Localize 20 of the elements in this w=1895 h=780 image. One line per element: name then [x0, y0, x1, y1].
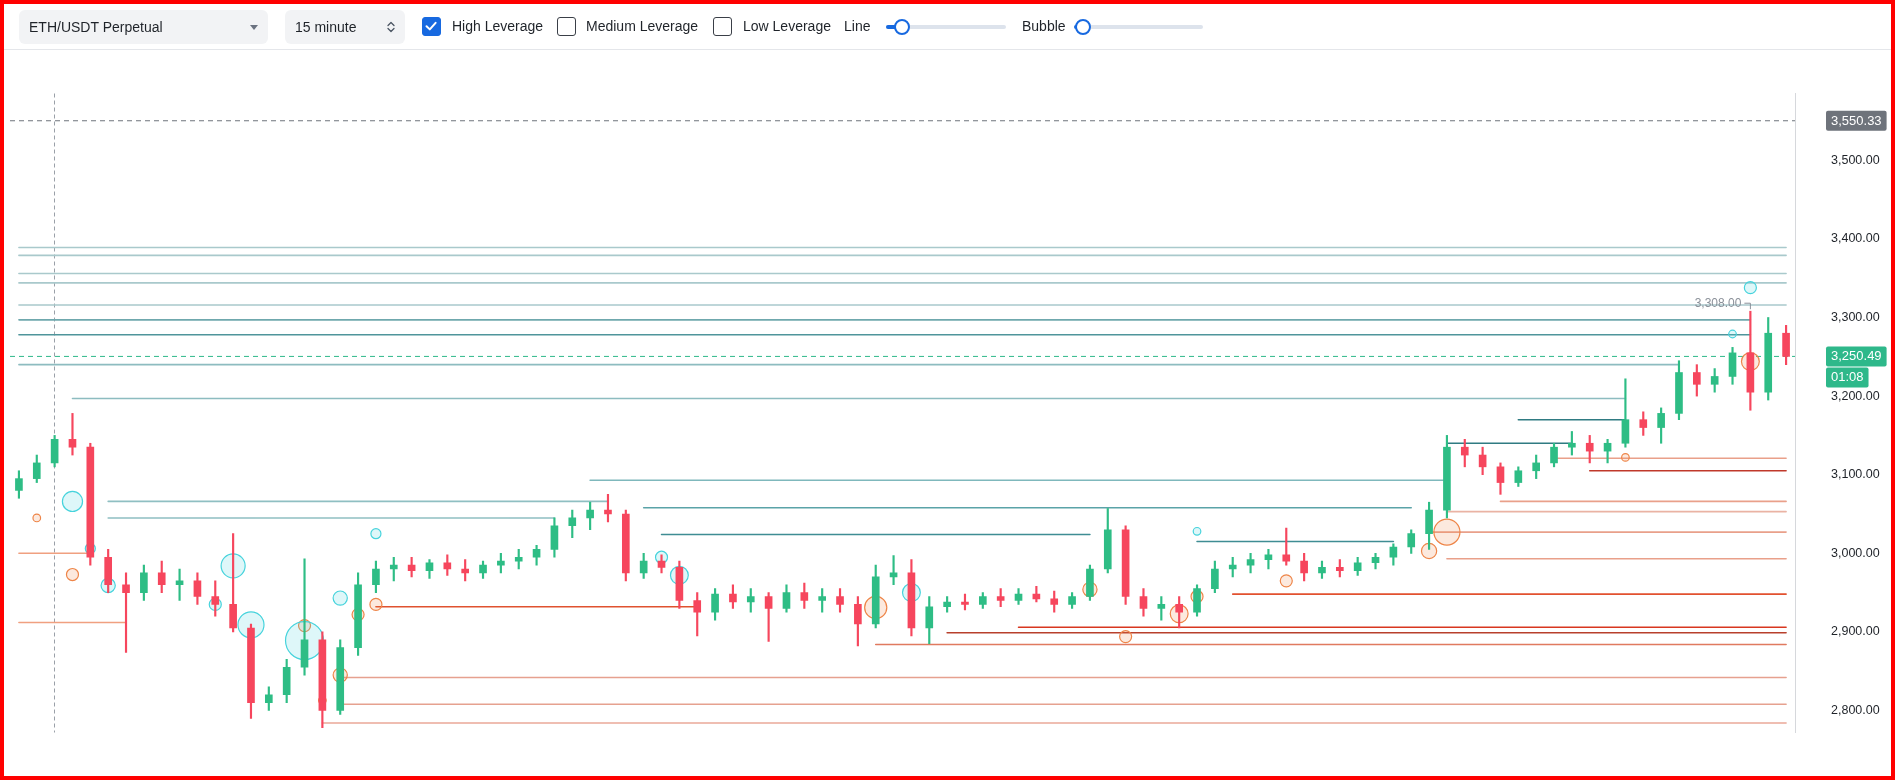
y-tick-label: 2,900.00 — [1831, 624, 1880, 639]
ref-line-label: 3,550.33 — [1831, 112, 1882, 128]
chart-subtitle: 15 minute — [295, 19, 357, 35]
y-tick-label: 3,100.00 — [1831, 467, 1880, 482]
y-tick-label: 2,800.00 — [1831, 702, 1880, 717]
ref-line-label: 3,250.49 01:08 — [1831, 348, 1882, 385]
text: Bubble — [1022, 18, 1066, 35]
y-tick-label: 3,200.00 — [1831, 388, 1880, 403]
y-tick-label: 3,400.00 — [1831, 231, 1880, 246]
dropdown: 15 minute — [285, 10, 405, 44]
text: Line — [844, 18, 871, 35]
annotation: 3,308.00 — [1694, 295, 1742, 310]
text: Low Leverage — [743, 18, 831, 35]
text: Medium Leverage — [586, 18, 699, 35]
y-tick-label: 3,300.00 — [1831, 309, 1880, 324]
text: High Leverage — [452, 18, 544, 35]
chart-title: ETH/USDT Perpetual — [29, 19, 163, 35]
y-tick-label: 3,000.00 — [1831, 545, 1880, 560]
y-tick-label: 3,500.00 — [1831, 152, 1880, 167]
dropdown: ETH/USDT Perpetual — [19, 10, 268, 44]
